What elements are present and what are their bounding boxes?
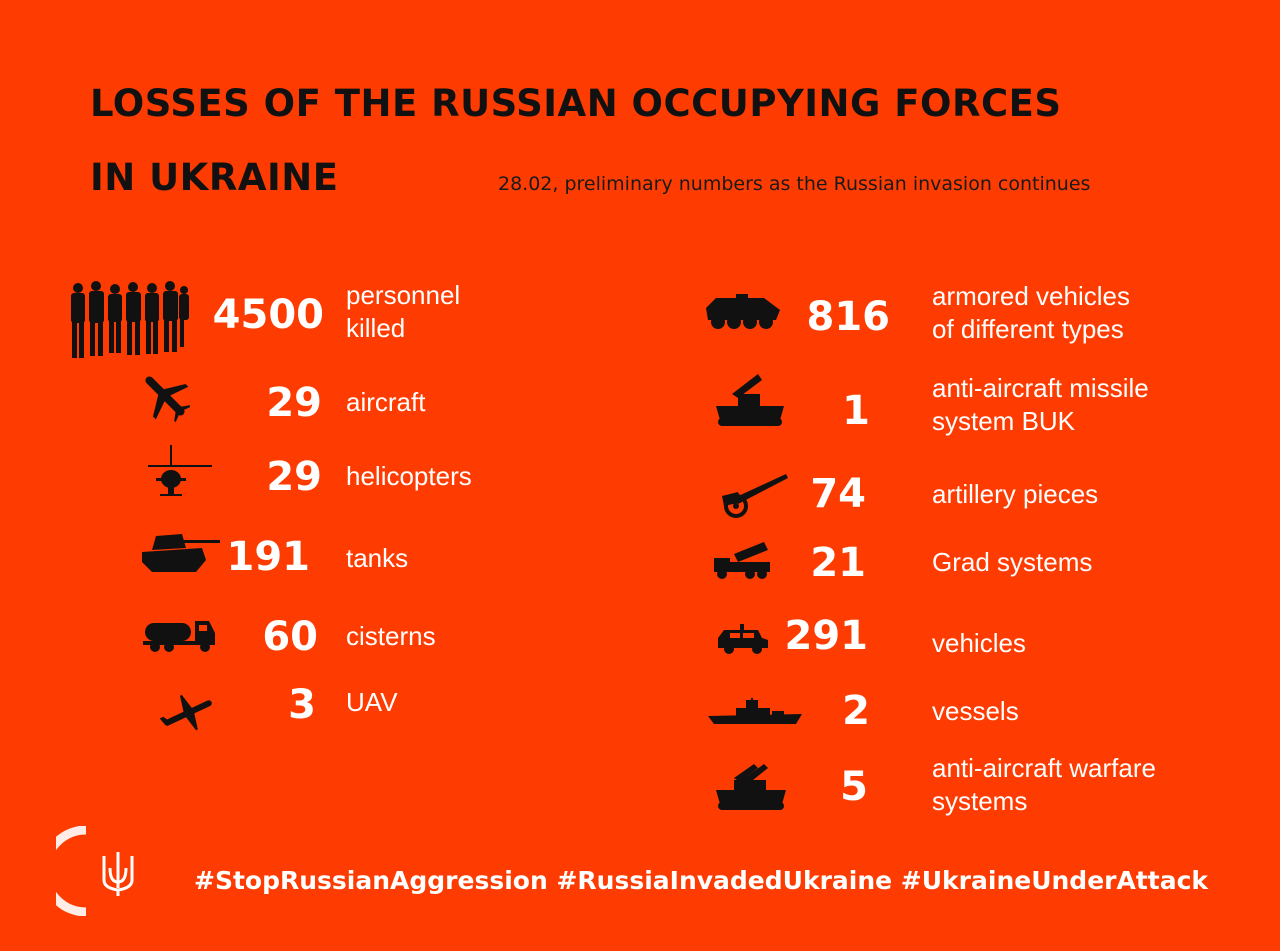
loss-item-cisterns: 60 cisterns <box>0 0 1280 657</box>
logo-arc-icon <box>56 826 87 916</box>
loss-item-armored-vehicles: 816 armored vehicles of different types <box>0 0 1280 344</box>
loss-item-aircraft: 29 aircraft <box>0 0 1280 423</box>
loss-item-anti-aircraft-warfare: 5 anti-aircraft warfare systems <box>0 0 1280 816</box>
loss-item-vehicles: 291 vehicles <box>0 0 1280 658</box>
anti-aircraft-warfare-label-line1: anti-aircraft warfare <box>932 753 1156 783</box>
vehicles-label: vehicles <box>932 627 1026 660</box>
loss-item-personnel: 4500 personnel killed <box>0 0 1280 358</box>
buk-label: anti-aircraft missile system BUK <box>932 372 1149 438</box>
vessels-label-line1: vessels <box>932 696 1019 726</box>
loss-item-tanks: 191 tanks <box>0 0 1280 577</box>
aircraft-icon <box>145 376 190 422</box>
cisterns-label-line1: cisterns <box>346 621 436 651</box>
personnel-label: personnel killed <box>346 279 460 345</box>
buk-label-line1: anti-aircraft missile <box>932 373 1149 403</box>
personnel-label-line1: personnel <box>346 280 461 310</box>
armored-vehicles-number: 816 <box>806 294 891 340</box>
helicopter-icon <box>148 445 212 496</box>
armored-vehicles-label: armored vehicles of different types <box>932 280 1130 346</box>
aircraft-label-line1: aircraft <box>346 387 426 417</box>
vehicles-number: 291 <box>784 613 869 659</box>
armored-vehicle-icon <box>706 294 780 329</box>
armored-vehicles-label-line1: armored vehicles <box>932 281 1130 311</box>
loss-item-helicopters: 29 helicopters <box>0 0 1280 497</box>
page-title-line2: IN UKRAINE <box>90 156 339 199</box>
uav-label-line1: UAV <box>346 687 398 717</box>
anti-aircraft-warfare-icon <box>716 764 786 810</box>
ukraine-trident-icon <box>102 852 134 896</box>
helicopters-number: 29 <box>266 454 322 500</box>
vessels-number: 2 <box>842 688 870 734</box>
loss-item-artillery: 74 artillery pieces <box>0 0 1280 518</box>
aircraft-label: aircraft <box>346 386 425 419</box>
page-title-line1: LOSSES OF THE RUSSIAN OCCUPYING FORCES <box>90 82 1062 125</box>
uav-label: UAV <box>346 686 398 719</box>
anti-aircraft-warfare-label: anti-aircraft warfare systems <box>932 752 1156 818</box>
loss-item-uav: 3 UAV <box>0 0 1280 731</box>
artillery-label-line1: artillery pieces <box>932 479 1099 509</box>
grad-number: 21 <box>810 540 866 586</box>
personnel-number: 4500 <box>212 292 324 338</box>
buk-number: 1 <box>842 388 870 434</box>
artillery-label: artillery pieces <box>932 478 1098 511</box>
loss-item-grad: 21 Grad systems <box>0 0 1280 583</box>
grad-label-line1: Grad systems <box>932 547 1093 577</box>
cistern-truck-icon <box>143 621 215 652</box>
cisterns-label: cisterns <box>346 620 436 653</box>
loss-item-buk: 1 anti-aircraft missile system BUK <box>0 0 1280 436</box>
tanks-label-line1: tanks <box>346 543 409 573</box>
page-subtitle: 28.02, preliminary numbers as the Russia… <box>498 173 1091 195</box>
vessel-icon <box>708 698 802 724</box>
tanks-number: 191 <box>226 534 311 580</box>
uav-number: 3 <box>288 682 316 728</box>
vessels-label: vessels <box>932 695 1019 728</box>
artillery-number: 74 <box>810 471 866 517</box>
buk-missile-system-icon <box>716 374 784 426</box>
aircraft-number: 29 <box>266 380 322 426</box>
tanks-label: tanks <box>346 542 408 575</box>
grad-system-icon <box>714 542 770 579</box>
armored-vehicles-label-line2: of different types <box>932 314 1124 344</box>
cisterns-number: 60 <box>262 614 318 660</box>
vehicles-label-line1: vehicles <box>932 628 1026 658</box>
soldiers-icon <box>71 281 189 358</box>
uav-icon <box>160 694 212 731</box>
buk-label-line2: system BUK <box>932 406 1076 436</box>
loss-item-vessels: 2 vessels <box>0 0 1280 731</box>
vehicle-icon <box>718 624 768 654</box>
grad-label: Grad systems <box>932 546 1092 579</box>
artillery-icon <box>722 474 788 518</box>
anti-aircraft-warfare-label-line2: systems <box>932 786 1028 816</box>
helicopters-label: helicopters <box>346 460 472 493</box>
tank-icon <box>142 534 220 572</box>
hashtags: #StopRussianAggression #RussiaInvadedUkr… <box>194 866 1209 895</box>
anti-aircraft-warfare-number: 5 <box>840 764 868 810</box>
personnel-label-line2: killed <box>346 313 406 343</box>
helicopters-label-line1: helicopters <box>346 461 472 491</box>
